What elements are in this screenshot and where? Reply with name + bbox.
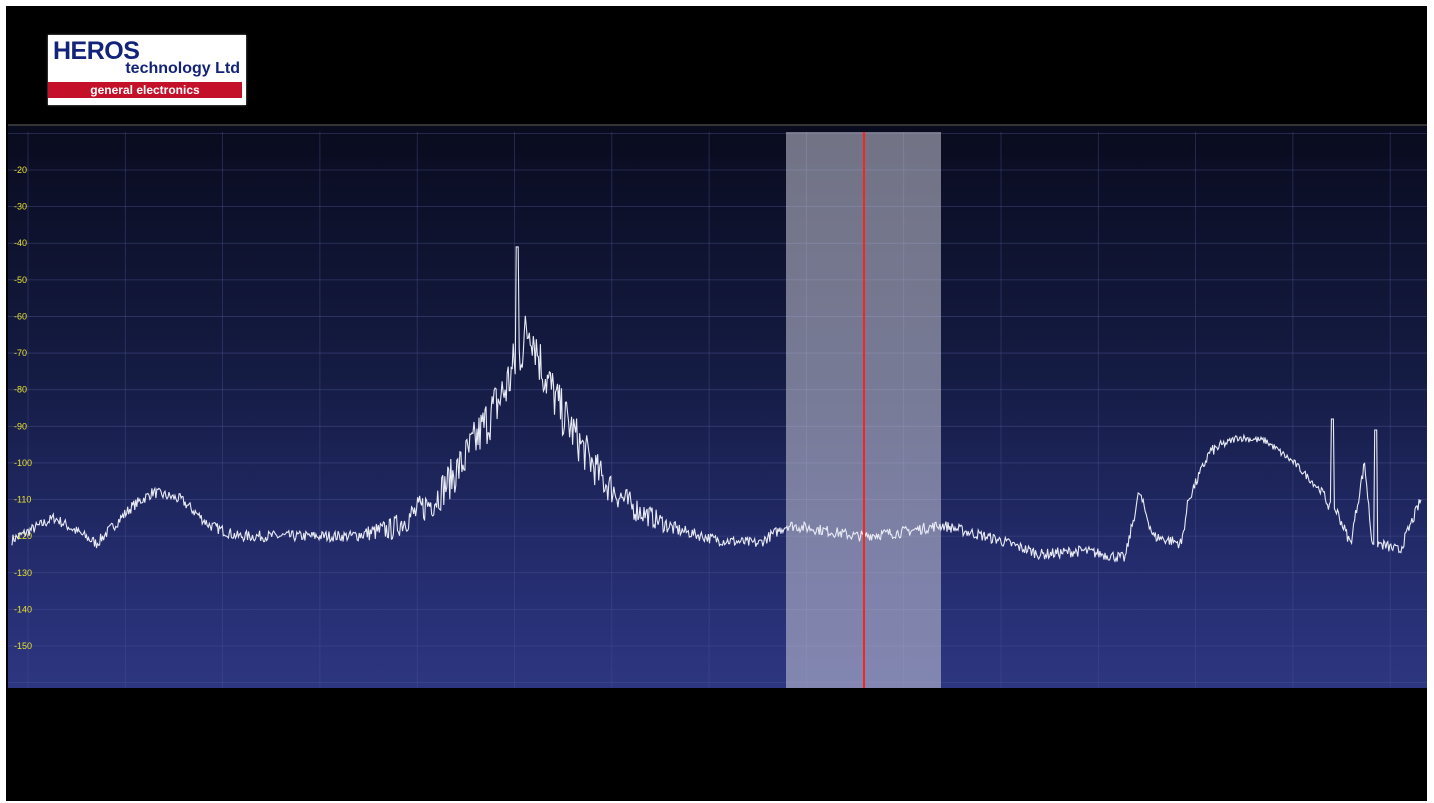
y-axis-ticks: -20 -30 -40 -50 -60 -70 -80 -90 -100 -110 -120 -130… bbox=[14, 165, 32, 651]
y-tick-label: -110 bbox=[14, 495, 31, 505]
spectrum-plot: -20 -30 -40 -50 -60 -70 -80 -90 -100 -110 -120 -130… bbox=[8, 132, 1427, 688]
spectrum-display: -20 -30 -40 -50 -60 -70 -80 -90 -100 -110 -120 -130… bbox=[8, 124, 1427, 688]
y-tick-label: -40 bbox=[14, 238, 27, 248]
y-tick-label: -20 bbox=[14, 165, 27, 175]
y-tick-label: -90 bbox=[14, 421, 27, 431]
y-tick-label: -60 bbox=[14, 311, 27, 321]
logo-heros-text: HEROS bbox=[53, 37, 140, 65]
y-tick-label: -140 bbox=[14, 604, 32, 614]
horizontal-grid bbox=[8, 132, 1427, 684]
y-tick-label: -100 bbox=[14, 458, 32, 468]
logo-general-electronics-bar: general electronics bbox=[48, 82, 242, 98]
y-tick-label: -130 bbox=[14, 568, 32, 578]
y-tick-label: -30 bbox=[14, 202, 27, 212]
y-tick-label: -80 bbox=[14, 385, 27, 395]
spectrum-trace bbox=[11, 246, 1422, 563]
y-tick-label: -120 bbox=[14, 531, 32, 541]
y-tick-label: -70 bbox=[14, 348, 27, 358]
y-tick-label: -50 bbox=[14, 275, 27, 285]
vertical-grid bbox=[27, 132, 1391, 688]
heros-logo: HEROS technology Ltd general electronics bbox=[48, 35, 246, 105]
logo-technology-text: technology Ltd bbox=[125, 60, 240, 77]
y-tick-label: -150 bbox=[14, 641, 32, 651]
